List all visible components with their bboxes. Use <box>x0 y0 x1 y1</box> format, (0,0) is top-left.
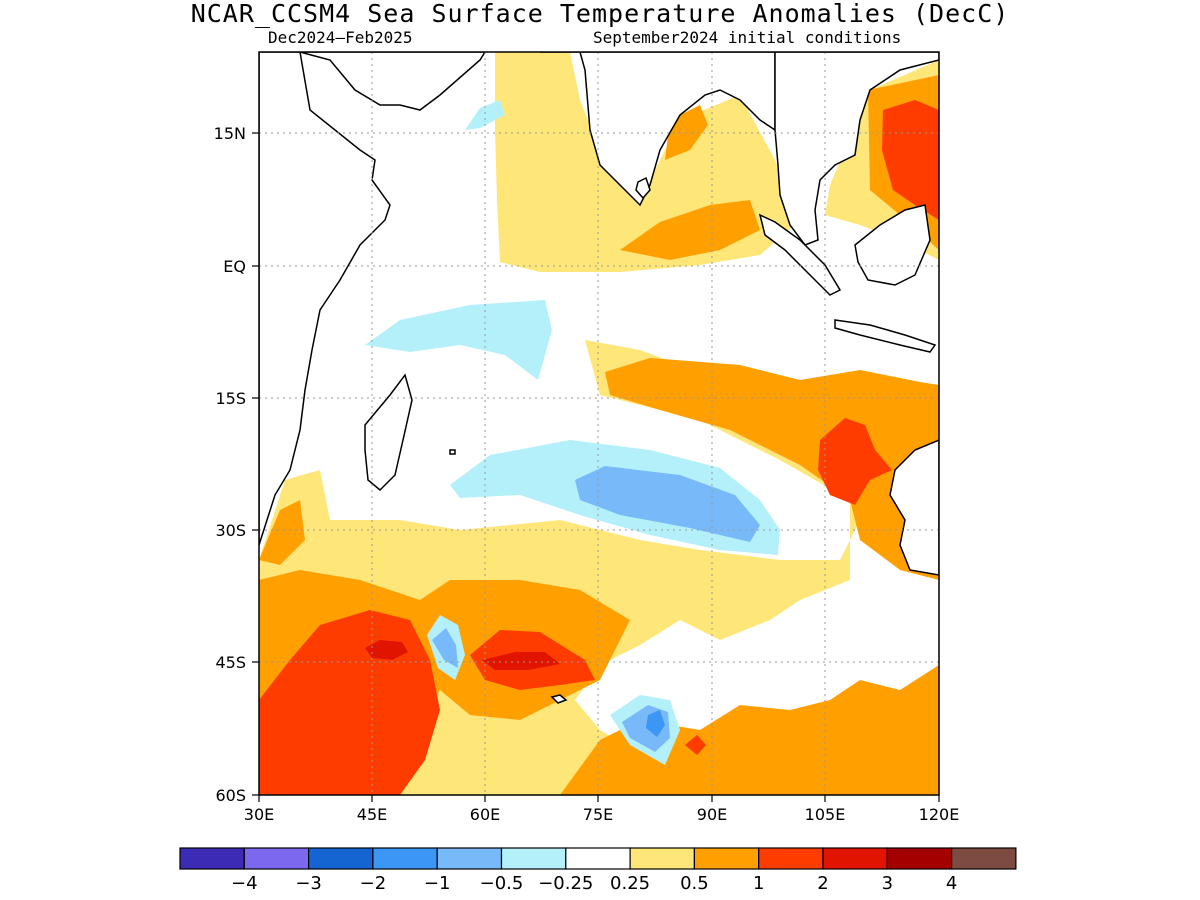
colorbar-swatch <box>758 847 824 870</box>
colorbar-labels: −4 −3 −2 −1 −0.5 −0.25 0.25 0.5 1 2 3 4 <box>231 873 957 894</box>
southeast-asia-landmass <box>774 52 939 246</box>
colorbar-swatch <box>436 847 503 870</box>
madagascar-island <box>364 373 413 492</box>
colorbar-swatch <box>308 847 374 870</box>
colorbar-label: 4 <box>946 873 957 894</box>
anomaly-southwest-very-strong-warm <box>365 640 408 660</box>
colorbar-label: 0.5 <box>680 873 709 894</box>
lon-label-30e: 30E <box>244 805 274 824</box>
colorbar: −4 −3 −2 −1 −0.5 −0.25 0.25 0.5 1 2 3 4 <box>179 847 1017 894</box>
anomaly-southeast-strong-warm <box>818 418 892 505</box>
initial-conditions: September2024 initial conditions <box>593 28 902 47</box>
anomaly-equatorial-moderate-warm <box>620 200 760 260</box>
map-title: NCAR_CCSM4 Sea Surface Temperature Anoma… <box>190 0 1010 28</box>
sri-lanka-island <box>635 176 651 200</box>
anomaly-western-tropics-weak-cool <box>365 300 552 380</box>
colorbar-label: −1 <box>424 873 451 894</box>
lat-label-45s: 45S <box>215 653 246 672</box>
map-plot-area <box>259 52 939 795</box>
colorbar-swatch <box>500 847 567 870</box>
anomaly-small-strong-warm <box>685 735 706 755</box>
latitude-axis: 15N EQ 15S 30S 45S 60S <box>214 124 259 805</box>
colorbar-label: 3 <box>882 873 893 894</box>
colorbar-swatch <box>372 847 438 870</box>
lon-label-60e: 60E <box>470 805 500 824</box>
lat-label-15n: 15N <box>214 124 246 143</box>
anomaly-arabian-sea-weak-cool <box>465 100 505 130</box>
colorbar-label: 0.25 <box>610 873 650 894</box>
mauritius-island <box>449 449 456 455</box>
colorbar-label: −2 <box>360 873 387 894</box>
forecast-period: Dec2024–Feb2025 <box>268 28 413 47</box>
java-island <box>834 319 937 353</box>
colorbar-swatch <box>629 847 695 870</box>
colorbar-label: −4 <box>231 873 258 894</box>
lat-label-15s: 15S <box>215 389 246 408</box>
colorbar-label: −3 <box>295 873 322 894</box>
colorbar-swatch <box>565 847 631 870</box>
africa-arabia-landmass <box>259 52 486 546</box>
lon-label-120e: 120E <box>919 805 960 824</box>
anomaly-south-central-very-strong-warm <box>482 652 560 670</box>
colorbar-swatches <box>179 847 1017 870</box>
coastlines <box>259 52 939 704</box>
map-frame <box>258 51 940 796</box>
colorbar-swatch <box>950 847 1017 870</box>
colorbar-swatch <box>693 847 760 870</box>
anomaly-southern-strong-cool <box>646 710 665 737</box>
australia-landmass <box>889 439 939 576</box>
colorbar-swatch <box>243 847 310 870</box>
lat-label-60s: 60S <box>215 786 246 805</box>
borneo-island <box>854 204 931 286</box>
anomaly-west-coast-moderate-warm <box>259 500 305 565</box>
anomaly-southern-moderate-cool-west <box>432 628 458 668</box>
longitude-axis: 30E 45E 60E 75E 90E 105E 120E <box>244 795 960 824</box>
colorbar-swatch <box>886 847 953 870</box>
lon-label-90e: 90E <box>697 805 727 824</box>
lat-label-30s: 30S <box>215 521 246 540</box>
lon-label-75e: 75E <box>583 805 613 824</box>
anomaly-far-south-moderate-warm <box>560 665 939 795</box>
colorbar-swatch <box>179 847 245 870</box>
colorbar-label: −0.5 <box>480 873 524 894</box>
sumatra-island <box>758 213 842 296</box>
lat-label-eq: EQ <box>223 257 246 276</box>
colorbar-label: 2 <box>817 873 828 894</box>
lon-label-105e: 105E <box>805 805 846 824</box>
anomaly-subtropical-moderate-cool <box>575 466 760 542</box>
anomaly-southeast-moderate-warm <box>605 358 939 580</box>
colorbar-swatch <box>822 847 888 870</box>
india-landmass <box>540 52 776 207</box>
colorbar-label: 1 <box>753 873 764 894</box>
kerguelen-island <box>550 694 568 704</box>
colorbar-label: −0.25 <box>538 873 593 894</box>
anomaly-northeast-strong-warm <box>882 100 939 220</box>
lon-label-45e: 45E <box>357 805 387 824</box>
graticule <box>259 52 939 795</box>
